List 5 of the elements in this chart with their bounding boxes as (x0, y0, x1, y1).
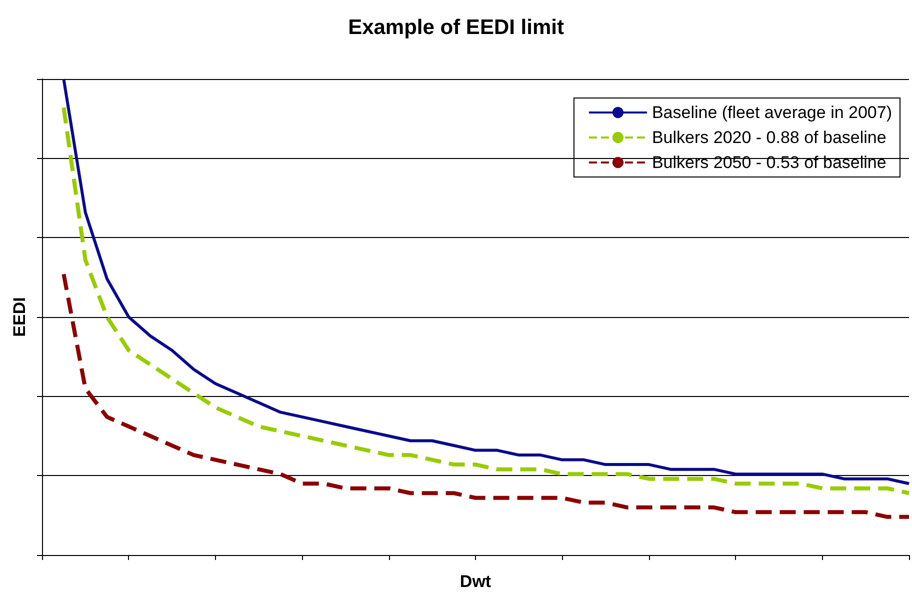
legend-label: Bulkers 2020 - 0.88 of baseline (652, 128, 886, 147)
chart-title: Example of EEDI limit (348, 16, 564, 39)
y-axis-title: EEDI (10, 297, 29, 337)
x-axis-title: Dwt (460, 572, 492, 591)
legend-label: Baseline (fleet average in 2007) (652, 103, 892, 122)
